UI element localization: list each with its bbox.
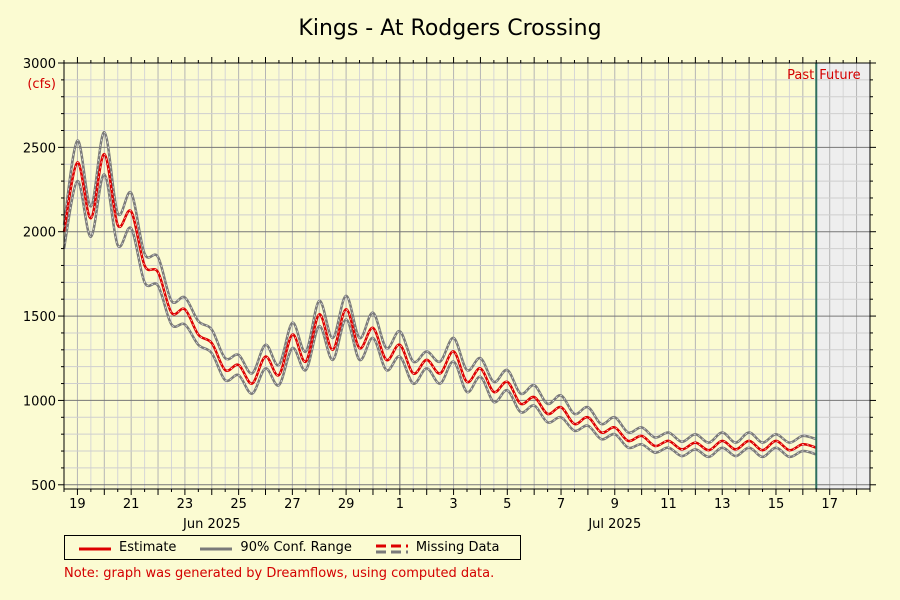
x-tick-label: 1 xyxy=(396,497,404,512)
legend-swatch-conf xyxy=(200,543,233,553)
y-tick-label: 2000 xyxy=(23,226,56,241)
legend-swatch-missing xyxy=(375,543,408,553)
x-tick-label: 27 xyxy=(284,497,301,512)
x-tick-label: 17 xyxy=(821,497,838,512)
legend-item-conf: 90% Conf. Range xyxy=(200,540,352,555)
y-tick-label: 1000 xyxy=(23,394,56,409)
legend-label-estimate: Estimate xyxy=(119,540,177,555)
legend-label-missing: Missing Data xyxy=(415,540,500,555)
x-tick-label: 25 xyxy=(230,497,247,512)
x-tick-label: 9 xyxy=(611,497,619,512)
y-tick-label: 3000 xyxy=(23,57,56,72)
past-label: Past xyxy=(787,68,814,83)
legend: Estimate 90% Conf. Range Missing Data xyxy=(64,535,521,560)
x-month-label: Jul 2025 xyxy=(587,517,641,532)
x-tick-label: 19 xyxy=(69,497,86,512)
x-tick-label: 11 xyxy=(660,497,677,512)
legend-swatch-estimate xyxy=(79,543,111,553)
x-tick-label: 15 xyxy=(768,497,785,512)
x-tick-label: 5 xyxy=(503,497,511,512)
y-axis-unit: (cfs) xyxy=(27,77,56,92)
x-tick-label: 13 xyxy=(714,497,731,512)
legend-item-estimate: Estimate xyxy=(79,540,176,555)
legend-label-conf: 90% Conf. Range xyxy=(240,540,352,555)
y-tick-label: 1500 xyxy=(23,310,56,325)
x-tick-label: 7 xyxy=(557,497,565,512)
series-conf-lower-highlight xyxy=(63,174,817,458)
chart-title: Kings - At Rodgers Crossing xyxy=(298,16,601,41)
x-tick-label: 21 xyxy=(123,497,140,512)
y-tick-label: 2500 xyxy=(23,141,56,156)
x-tick-label: 23 xyxy=(177,497,194,512)
series-conf-upper-highlight xyxy=(63,131,817,443)
x-tick-label: 29 xyxy=(338,497,355,512)
x-tick-label: 3 xyxy=(449,497,457,512)
y-tick-label: 500 xyxy=(31,479,56,494)
footnote: Note: graph was generated by Dreamflows,… xyxy=(64,566,495,581)
x-month-label: Jun 2025 xyxy=(182,517,241,532)
legend-item-missing: Missing Data xyxy=(375,540,500,555)
series-estimate xyxy=(62,152,817,452)
future-label: Future xyxy=(819,68,860,83)
